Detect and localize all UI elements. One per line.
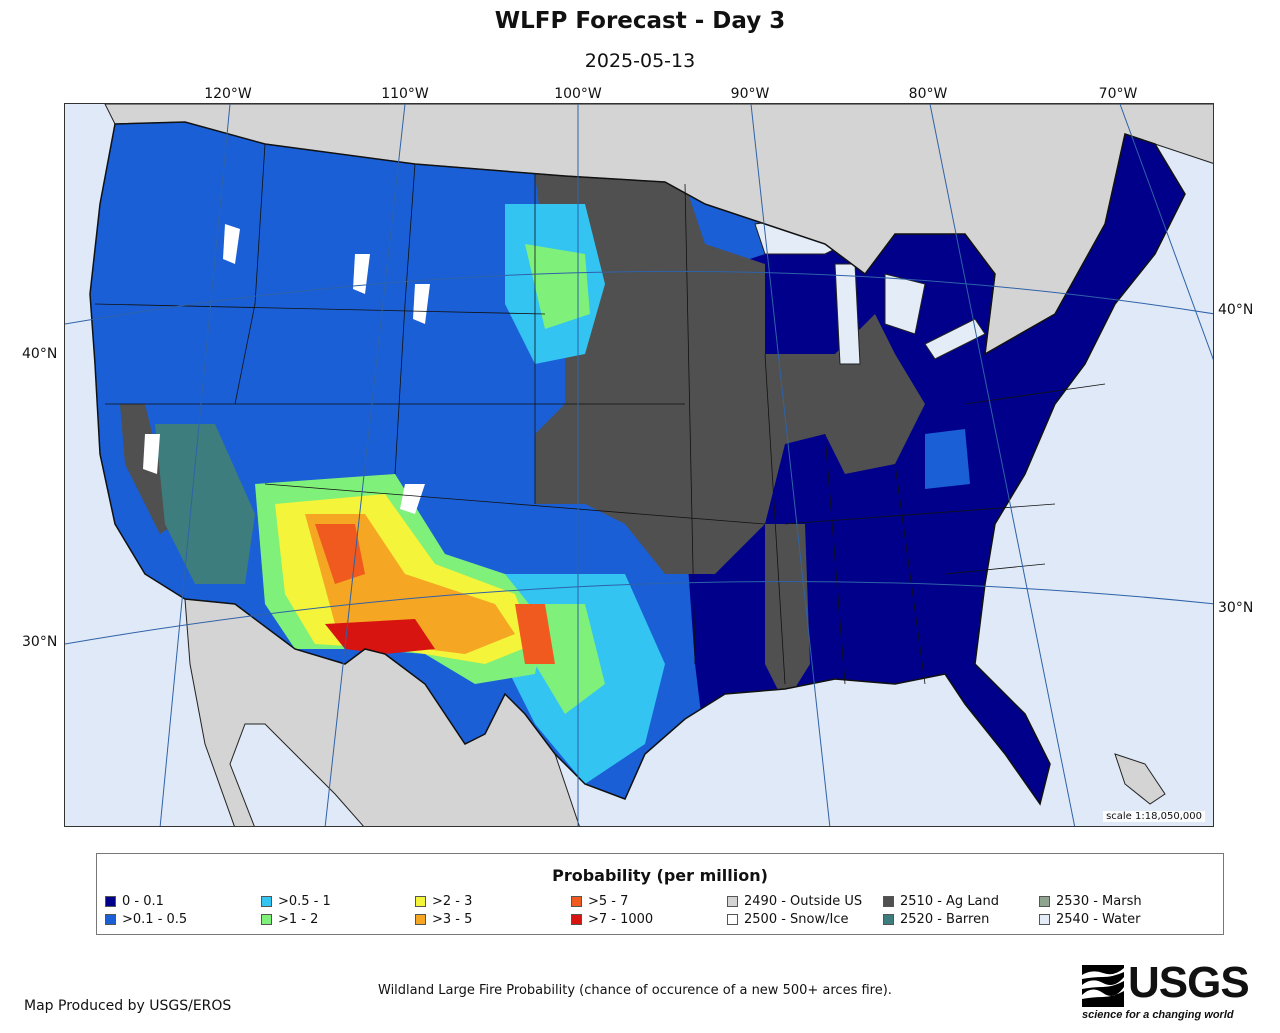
legend-title: Probability (per million) <box>552 866 768 885</box>
legend-item: 2510 - Ag Land <box>883 894 999 909</box>
legend-item: 2540 - Water <box>1039 912 1140 927</box>
lake-huron <box>884 273 926 335</box>
legend-swatch <box>571 896 582 907</box>
longitude-label-80w: 80°W <box>908 86 948 102</box>
usgs-logo: USGS science for a changing world <box>1080 958 1250 1024</box>
legend-item: >1 - 2 <box>261 912 318 927</box>
legend-label: >0.1 - 0.5 <box>122 912 188 927</box>
usgs-tagline: science for a changing world <box>1082 1009 1234 1021</box>
snow-patch-5 <box>143 434 160 474</box>
snow-patch-2 <box>353 254 370 294</box>
legend-label: >0.5 - 1 <box>278 894 331 909</box>
great-basin-barren <box>155 424 255 584</box>
west-texas-extreme-zone <box>515 604 555 664</box>
legend-swatch <box>883 896 894 907</box>
legend-label: >1 - 2 <box>278 912 319 927</box>
snow-patch-3 <box>413 284 430 324</box>
legend-label: >7 - 1000 <box>588 912 654 927</box>
latitude-label-40n-left: 40°N <box>22 346 58 362</box>
legend-swatch <box>1039 896 1050 907</box>
map-caption: Wildland Large Fire Probability (chance … <box>378 983 892 998</box>
legend-label: 2510 - Ag Land <box>900 894 1000 909</box>
legend-swatch <box>1039 914 1050 925</box>
legend-item: >5 - 7 <box>571 894 628 909</box>
ag-land-zone <box>535 174 925 574</box>
legend-swatch <box>415 896 426 907</box>
southern-arizona-extreme-zone <box>325 619 435 654</box>
snow-patch-1 <box>223 224 240 264</box>
map-legend: Probability (per million) 0 - 0.1 >0.1 -… <box>96 853 1224 935</box>
legend-label: 2500 - Snow/Ice <box>744 912 849 927</box>
legend-item: 2530 - Marsh <box>1039 894 1142 909</box>
forecast-date: 2025-05-13 <box>584 50 696 72</box>
legend-swatch <box>105 914 116 925</box>
legend-item: 2490 - Outside US <box>727 894 862 909</box>
map-scale: scale 1:18,050,000 <box>1103 811 1205 822</box>
legend-item: >0.1 - 0.5 <box>105 912 187 927</box>
northern-plains-elevated-zone <box>525 244 590 329</box>
legend-label: 2490 - Outside US <box>744 894 863 909</box>
legend-item: >3 - 5 <box>415 912 472 927</box>
arizona-extreme-zone <box>315 524 365 584</box>
legend-item: 2500 - Snow/Ice <box>727 912 848 927</box>
legend-label: >5 - 7 <box>588 894 629 909</box>
legend-item: 0 - 0.1 <box>105 894 164 909</box>
legend-swatch <box>105 896 116 907</box>
usgs-wave-icon <box>1082 965 1124 1007</box>
state-boundaries <box>94 143 1106 685</box>
legend-item: >2 - 3 <box>415 894 472 909</box>
latitude-label-30n-left: 30°N <box>22 634 58 650</box>
bahamas-region <box>1114 753 1166 805</box>
graticule <box>65 104 1213 826</box>
legend-item: >7 - 1000 <box>571 912 653 927</box>
conus-fire-probability-map <box>65 104 1213 826</box>
lake-michigan <box>834 263 861 365</box>
legend-swatch <box>883 914 894 925</box>
delta-ag-land <box>765 524 810 704</box>
legend-label: 2520 - Barren <box>900 912 990 927</box>
legend-label: >2 - 3 <box>432 894 473 909</box>
longitude-label-90w: 90°W <box>730 86 770 102</box>
legend-swatch <box>415 914 426 925</box>
legend-item: 2520 - Barren <box>883 912 989 927</box>
legend-label: >3 - 5 <box>432 912 473 927</box>
longitude-label-110w: 110°W <box>381 86 429 102</box>
snow-patch-4 <box>400 484 425 514</box>
legend-swatch <box>727 896 738 907</box>
kentucky-zone <box>925 429 970 489</box>
lake-erie <box>924 318 986 360</box>
legend-label: 2530 - Marsh <box>1056 894 1142 909</box>
legend-label: 0 - 0.1 <box>122 894 164 909</box>
map-frame: scale 1:18,050,000 <box>64 103 1214 827</box>
legend-swatch <box>727 914 738 925</box>
legend-swatch <box>571 914 582 925</box>
latitude-label-40n-right: 40°N <box>1218 302 1254 318</box>
legend-swatch <box>261 914 272 925</box>
longitude-label-100w: 100°W <box>554 86 602 102</box>
usgs-logo-text: USGS <box>1128 958 1250 1007</box>
producer-credit: Map Produced by USGS/EROS <box>24 998 232 1014</box>
legend-label: 2540 - Water <box>1056 912 1141 927</box>
legend-swatch <box>261 896 272 907</box>
longitude-label-70w: 70°W <box>1098 86 1138 102</box>
longitude-label-120w: 120°W <box>204 86 252 102</box>
map-title: WLFP Forecast - Day 3 <box>494 8 786 34</box>
legend-item: >0.5 - 1 <box>261 894 331 909</box>
latitude-label-30n-right: 30°N <box>1218 600 1254 616</box>
